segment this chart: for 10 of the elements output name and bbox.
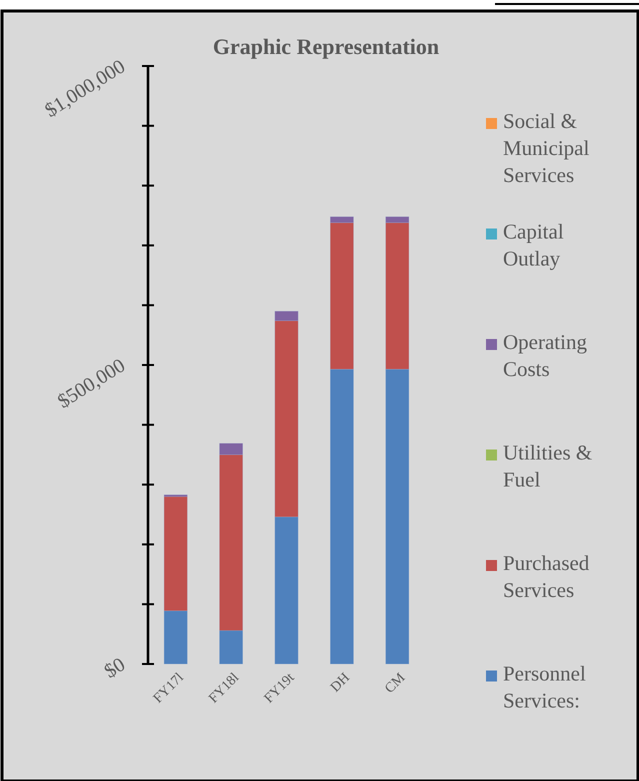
chart-title: Graphic Representation: [212, 34, 440, 59]
legend-label: Utilities & Fuel: [503, 440, 592, 492]
x-tick-label: CM: [382, 670, 409, 697]
legend-label: Purchased Services: [503, 550, 590, 602]
legend-label: Capital Outlay: [503, 219, 564, 270]
legend-label: Personnel Services:: [503, 661, 586, 712]
legend-label: Social & Municipal Services: [503, 108, 590, 187]
legend-label: Operating Costs: [503, 330, 588, 381]
x-tick-label: DH: [328, 670, 354, 696]
y-tick-label: $0: [100, 653, 130, 683]
